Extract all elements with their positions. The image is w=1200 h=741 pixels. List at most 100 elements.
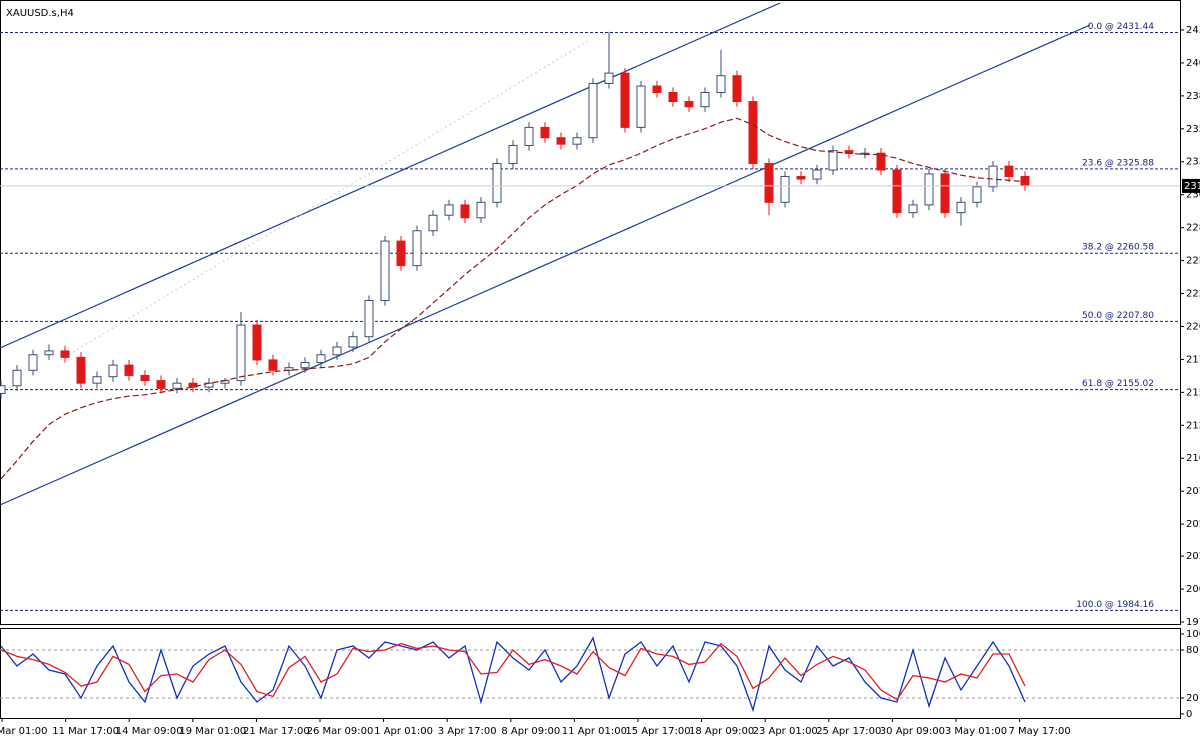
candle-body <box>780 175 790 203</box>
y-tick-label: 2229.40 <box>1186 289 1200 300</box>
candle-body <box>620 72 630 128</box>
x-tick-label: 19 Mar 01:00 <box>179 726 246 737</box>
y-tick-label: 2076.40 <box>1186 486 1200 497</box>
candle-body <box>700 92 710 108</box>
candle-body <box>108 364 118 378</box>
symbol-title: XAUUSD.s,H4 <box>6 8 74 19</box>
candle-body <box>684 101 694 108</box>
y-tick-label: 2000.65 <box>1186 584 1200 595</box>
candle-body <box>796 175 806 180</box>
y-tick-label: 2305.90 <box>1186 190 1200 201</box>
x-tick-label: 25 Apr 17:00 <box>816 726 881 737</box>
candle-body <box>924 173 934 206</box>
candle-body <box>1020 175 1030 187</box>
x-tick-label: 11 Mar 17:00 <box>52 726 119 737</box>
x-tick-label: 21 Mar 17:00 <box>243 726 310 737</box>
y-tick-label: 2178.40 <box>1186 354 1200 365</box>
stoch-line <box>0 642 1026 701</box>
channel-lower <box>0 24 1091 506</box>
y-tick-label: 2254.90 <box>1186 256 1200 267</box>
candle-body <box>476 201 486 219</box>
x-tick-label: 18 Apr 09:00 <box>689 726 754 737</box>
candle-body <box>972 186 982 203</box>
candle-body <box>828 150 838 171</box>
y-tick-label: 2331.40 <box>1186 157 1200 168</box>
candle-body <box>412 230 422 267</box>
trend-guide <box>59 39 591 361</box>
candle-body <box>444 204 454 216</box>
last-price-label: 2312.69 <box>1184 181 1200 192</box>
fib-label: 50.0 @ 2207.80 <box>1082 311 1154 321</box>
candle-body <box>716 75 726 94</box>
y-tick-label: 2280.40 <box>1186 223 1200 234</box>
candle-body <box>172 382 182 389</box>
candle-body <box>460 204 470 219</box>
candle-body <box>588 82 598 139</box>
candle-body <box>524 126 534 146</box>
y-tick-label: 2026.15 <box>1186 551 1200 562</box>
y-tick-label: 1975.15 <box>1186 617 1200 628</box>
x-tick-label: 8 Apr 09:00 <box>501 726 560 737</box>
candle-body <box>636 85 646 128</box>
fib-label: 23.6 @ 2325.88 <box>1082 158 1154 168</box>
y-tick-label: 2203.90 <box>1186 321 1200 332</box>
y-tick-label: 2127.40 <box>1186 420 1200 431</box>
candle-body <box>732 75 742 103</box>
candle-body <box>956 201 966 214</box>
candle-body <box>892 169 902 214</box>
candle-body <box>812 169 822 180</box>
candle-body <box>940 173 950 214</box>
moving-average <box>0 117 1026 480</box>
candle-body <box>252 324 262 361</box>
candle-body <box>396 240 406 267</box>
candle-body <box>236 324 246 382</box>
candle-body <box>44 350 54 356</box>
y-tick-label: 2382.40 <box>1186 91 1200 102</box>
y-tick-label: 2407.90 <box>1186 58 1200 69</box>
y-tick-label: 80 <box>1186 645 1199 656</box>
candle-body <box>668 92 678 103</box>
y-tick-label: 2101.90 <box>1186 453 1200 464</box>
candle-body <box>508 144 518 165</box>
x-tick-label: 15 Apr 17:00 <box>625 726 690 737</box>
y-tick-label: 20 <box>1186 693 1199 704</box>
candle-body <box>652 85 662 94</box>
x-tick-label: Mar 01:00 <box>0 726 47 737</box>
candle-body <box>380 240 390 302</box>
candle-body <box>316 354 326 364</box>
x-tick-label: 23 Apr 01:00 <box>753 726 818 737</box>
y-tick-label: 100 <box>1186 629 1200 640</box>
x-tick-label: 1 Apr 01:00 <box>374 726 433 737</box>
candle-body <box>492 163 502 203</box>
candle-body <box>60 350 70 358</box>
candle-body <box>748 101 758 165</box>
x-tick-label: 3 May 01:00 <box>945 726 1007 737</box>
candle-body <box>332 346 342 356</box>
last-price-box <box>1182 178 1200 193</box>
candle-body <box>908 204 918 214</box>
candle-body <box>268 359 278 371</box>
x-tick-label: 30 Apr 09:00 <box>880 726 945 737</box>
candle-body <box>1004 165 1014 177</box>
candle-body <box>764 163 774 203</box>
candle-body <box>156 380 166 389</box>
y-tick-label: 2356.90 <box>1186 124 1200 135</box>
x-tick-label: 14 Mar 09:00 <box>116 726 183 737</box>
channel-upper <box>0 2 781 349</box>
candle-body <box>876 152 886 171</box>
y-tick-label: 2152.90 <box>1186 387 1200 398</box>
stoch-line <box>0 636 1026 713</box>
y-tick-label: 2050.90 <box>1186 519 1200 530</box>
candle-body <box>28 354 38 371</box>
fib-label: 0.0 @ 2431.44 <box>1088 22 1155 32</box>
candle-body <box>348 336 358 348</box>
candle-body <box>12 369 22 387</box>
candle-body <box>572 137 582 145</box>
y-tick-label: 0 <box>1186 709 1192 720</box>
candle-body <box>988 165 998 188</box>
candle-body <box>188 382 198 388</box>
x-tick-label: 7 May 17:00 <box>1008 726 1070 737</box>
candle-body <box>540 126 550 139</box>
candle-body <box>124 364 134 376</box>
